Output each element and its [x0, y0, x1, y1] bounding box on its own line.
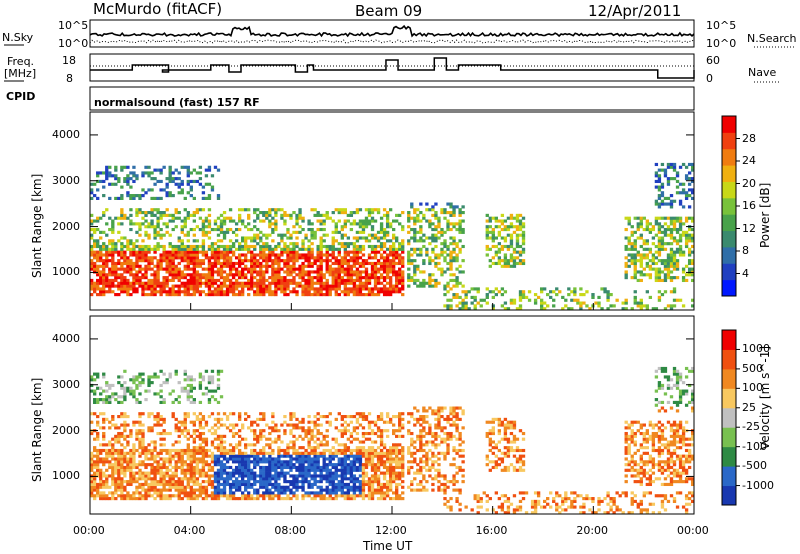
x-tick-label: 00:00 [677, 524, 709, 537]
time-axis-label: Time UT [363, 539, 413, 553]
noise-left-tick-top: 10^5 [58, 19, 89, 32]
velocity-colorbar-tick: -500 [742, 459, 767, 473]
power-colorbar-tick: 20 [742, 176, 756, 190]
velocity-heatmap [90, 366, 695, 515]
noise-left-tick-bottom: 10^0 [58, 37, 89, 50]
x-tick-label: 12:00 [375, 524, 407, 537]
velocity-colorbar-tick: 25 [742, 400, 756, 414]
noise-right-tick-bottom: 10^0 [706, 37, 737, 50]
velocity-colorbar-segment [722, 446, 736, 467]
power-colorbar-tick: 16 [742, 199, 756, 212]
nave-label: Nave [748, 66, 777, 79]
velocity-colorbar-segment [722, 368, 736, 389]
velocity-y-ticks [90, 338, 694, 477]
x-tick-label: 00:00 [73, 524, 105, 537]
velocity-colorbar-segment [722, 330, 736, 350]
velocity-colorbar [721, 329, 740, 506]
power-colorbar-segment [722, 197, 736, 215]
velocity-ytick-label: 2000 [52, 423, 80, 437]
power-ytick-label: 1000 [52, 265, 80, 279]
date-label: 12/Apr/2011 [588, 2, 682, 20]
velocity-colorbar-segment [722, 349, 736, 370]
velocity-colorbar-segment [722, 388, 736, 409]
power-colorbar-segment [722, 181, 736, 199]
freq-panel [4, 53, 780, 83]
x-tick-label: 08:00 [274, 524, 307, 537]
power-colorbar-tick: 8 [742, 244, 749, 257]
power-colorbar-segment [722, 263, 736, 281]
station-title: McMurdo (fitACF) [93, 0, 223, 18]
power-colorbar-segment [722, 279, 736, 297]
power-colorbar-tick: 12 [742, 221, 756, 235]
power-colorbar-tick: 24 [742, 154, 756, 167]
noise-search-label: N.Search [747, 32, 797, 45]
power-colorbar [721, 115, 740, 297]
x-tick-label: 04:00 [173, 524, 206, 537]
velocity-ytick-label: 1000 [52, 469, 80, 483]
noise-panel [4, 19, 796, 48]
velocity-colorbar-segment [722, 466, 736, 487]
power-ytick-label: 4000 [52, 127, 80, 141]
velocity-colorbar-tick: 1000 [742, 342, 770, 356]
freq-left-tick-top: 18 [62, 54, 76, 67]
cpid-panel [89, 86, 695, 111]
freq-left-tick-bottom: 8 [66, 72, 73, 85]
velocity-colorbar-tick: -25 [742, 420, 760, 434]
power-ytick-label: 2000 [52, 219, 80, 233]
power-colorbar-segment [722, 116, 736, 133]
noise-search-line [89, 39, 695, 44]
freq-right-tick-top: 60 [706, 54, 720, 67]
x-tick-label: 16:00 [475, 524, 508, 537]
freq-right-tick-bottom: 0 [706, 72, 713, 85]
beam-label: Beam 09 [355, 2, 423, 20]
velocity-colorbar-tick: 500 [742, 361, 763, 375]
power-colorbar-segment [722, 214, 736, 232]
velocity-colorbar-segment [722, 427, 736, 448]
power-heatmap [90, 162, 695, 311]
freq-label-1: Freq. [7, 55, 35, 68]
velocity-ytick-label: 3000 [52, 377, 80, 391]
power-colorbar-tick: 4 [742, 266, 749, 280]
power-colorbar-segment [722, 132, 736, 150]
velocity-ytick-label: 4000 [52, 331, 80, 345]
velocity-colorbar-tick: 100 [742, 381, 763, 395]
power-colorbar-segment [722, 165, 736, 182]
freq-label-2: [MHz] [4, 67, 37, 80]
velocity-colorbar-tick: -100 [742, 439, 767, 453]
power-colorbar-segment [722, 148, 736, 166]
noise-right-tick-top: 10^5 [706, 19, 737, 32]
power-colorbar-segment [722, 246, 736, 264]
cpid-text: normalsound (fast) 157 RF [94, 96, 260, 109]
time-x-ticks [89, 303, 695, 514]
freq-line [90, 57, 695, 79]
velocity-colorbar-segment [722, 407, 736, 428]
x-tick-label: 20:00 [576, 524, 609, 537]
power-ytick-label: 3000 [52, 173, 80, 187]
cpid-label: CPID [6, 90, 36, 103]
power-colorbar-tick: 28 [742, 131, 756, 145]
power-y-ticks [90, 134, 694, 273]
velocity-colorbar-tick: -1000 [742, 478, 774, 492]
noise-sky-line [89, 24, 695, 38]
power-colorbar-segment [722, 230, 736, 248]
velocity-colorbar-segment [722, 485, 736, 506]
noise-sky-label: N.Sky [2, 31, 34, 44]
